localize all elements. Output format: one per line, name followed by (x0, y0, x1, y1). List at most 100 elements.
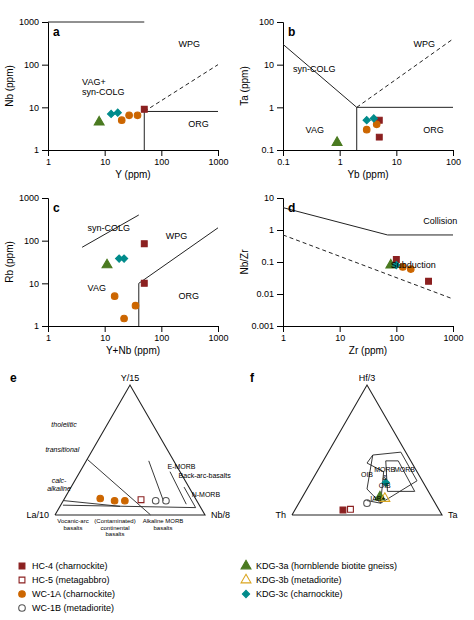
annotation: VAG+syn-COLG (82, 77, 125, 97)
series (141, 241, 147, 247)
tick-label: 100 (259, 17, 274, 27)
series (152, 497, 169, 504)
series (376, 134, 382, 140)
x-axis: 1101001000 (46, 326, 229, 343)
annotation: ORG (188, 119, 209, 129)
tick-label: 100 (24, 60, 39, 70)
corner-label: Ta (448, 510, 458, 520)
corner-label: Th (275, 510, 286, 520)
legend-item: WC-1A (charnockite) (19, 589, 115, 599)
point (111, 293, 118, 300)
tick-mark (277, 294, 283, 295)
point (363, 126, 370, 133)
tick-label: 0.01 (256, 289, 274, 299)
tick: 100 (24, 60, 48, 70)
series (116, 255, 128, 262)
tick: 1 (269, 225, 283, 235)
point (163, 497, 170, 504)
tick-mark (42, 22, 48, 23)
tick: 100 (154, 150, 169, 167)
y-axis-title: Ta (ppm) (239, 66, 250, 105)
tick: 10 (264, 193, 283, 203)
point (132, 302, 139, 309)
annotation: syn-COLG (293, 64, 336, 74)
tick-label: 0.1 (261, 257, 274, 267)
axis-line (42, 199, 49, 327)
tick-mark (42, 65, 48, 66)
tick: 1000 (443, 326, 463, 343)
tick-label: 1 (338, 157, 343, 167)
tick-label: 1000 (443, 333, 463, 343)
text-line: ORG (188, 119, 209, 129)
text-line: WPG (166, 231, 188, 241)
corner-label: Nb/8 (211, 510, 230, 520)
text-line: transitional (45, 446, 79, 453)
annotation: WPG (166, 231, 188, 241)
text-line: VAG (306, 125, 324, 135)
text-line: syn-COLG (88, 223, 131, 233)
point (108, 110, 115, 117)
annotations: WPGsyn-COLGVAGORG (293, 39, 444, 134)
tick: 0.1 (277, 150, 290, 167)
axis-line (49, 327, 219, 333)
x-axis-title: Y+Nb (ppm) (106, 345, 160, 356)
legend-label: KDG-3b (metadiorite) (256, 575, 342, 585)
field-boundary (367, 452, 417, 503)
tick-mark (42, 198, 48, 199)
y-axis-title: Rb (ppm) (4, 241, 15, 283)
text-line: Alkaline MORB (143, 518, 184, 524)
point (141, 241, 147, 247)
point (120, 255, 127, 262)
x-axis-title: Yb (ppm) (347, 169, 388, 180)
tick-mark (105, 326, 106, 332)
x-axis: 0.1110100 (277, 150, 461, 167)
text-line: E-MORB (168, 463, 196, 470)
text-line: WPG (178, 39, 200, 49)
annotation: IAB+ (370, 495, 385, 502)
tick-mark (42, 241, 48, 242)
tick-label: 1000 (208, 157, 228, 167)
tick: 10 (335, 326, 345, 343)
series (132, 302, 139, 309)
point (426, 278, 432, 284)
field-boundary (144, 111, 145, 150)
legend-label: KDG-3a (hornblende biotite gneiss) (256, 561, 397, 571)
tick-label: 1 (46, 333, 51, 343)
field-boundary (283, 44, 357, 107)
tick: 1 (269, 103, 283, 113)
annotation: ORG (423, 125, 444, 135)
point (138, 497, 144, 503)
legend-label: HC-5 (metagabbro) (32, 575, 110, 585)
axis-line (42, 23, 49, 151)
tick: 100 (259, 17, 283, 27)
point (94, 116, 104, 125)
tick-mark (396, 326, 397, 332)
tick: 1 (338, 150, 343, 167)
tick: 10 (100, 326, 110, 343)
labels: La/10Nb/8Y/15N-MORBBack-arc-basaltsE-MOR… (10, 371, 231, 538)
legend-label: KDG-3c (charnockite) (256, 589, 343, 599)
field-boundary (48, 22, 144, 23)
axis-line (277, 199, 284, 327)
corner-label: Y/15 (121, 373, 140, 383)
point (122, 497, 129, 504)
point (348, 506, 354, 512)
series (134, 112, 141, 119)
legend-marker (19, 591, 26, 598)
tick-label: 100 (446, 157, 461, 167)
y-axis: 1101001000 (19, 193, 49, 331)
point (121, 315, 128, 322)
text-line: & (382, 474, 387, 481)
tick-label: 1 (281, 333, 286, 343)
text-line: calc- (52, 477, 67, 484)
panel-label: f (250, 371, 255, 385)
text-line: basalts (63, 525, 82, 531)
legend-marker (242, 590, 249, 597)
panel: 11010010000.0010.010.1110Zr (ppm)Nb/ZrCo… (239, 193, 464, 356)
legend-label: WC-1B (metadiorite) (32, 603, 114, 613)
panel-label: a (53, 25, 60, 39)
field-boundary (87, 459, 150, 514)
y-axis: 0.1110100 (259, 17, 284, 155)
tick-label: 10 (29, 279, 39, 289)
legend: HC-4 (charnockite)HC-5 (metagabbro)WC-1A… (19, 560, 397, 613)
